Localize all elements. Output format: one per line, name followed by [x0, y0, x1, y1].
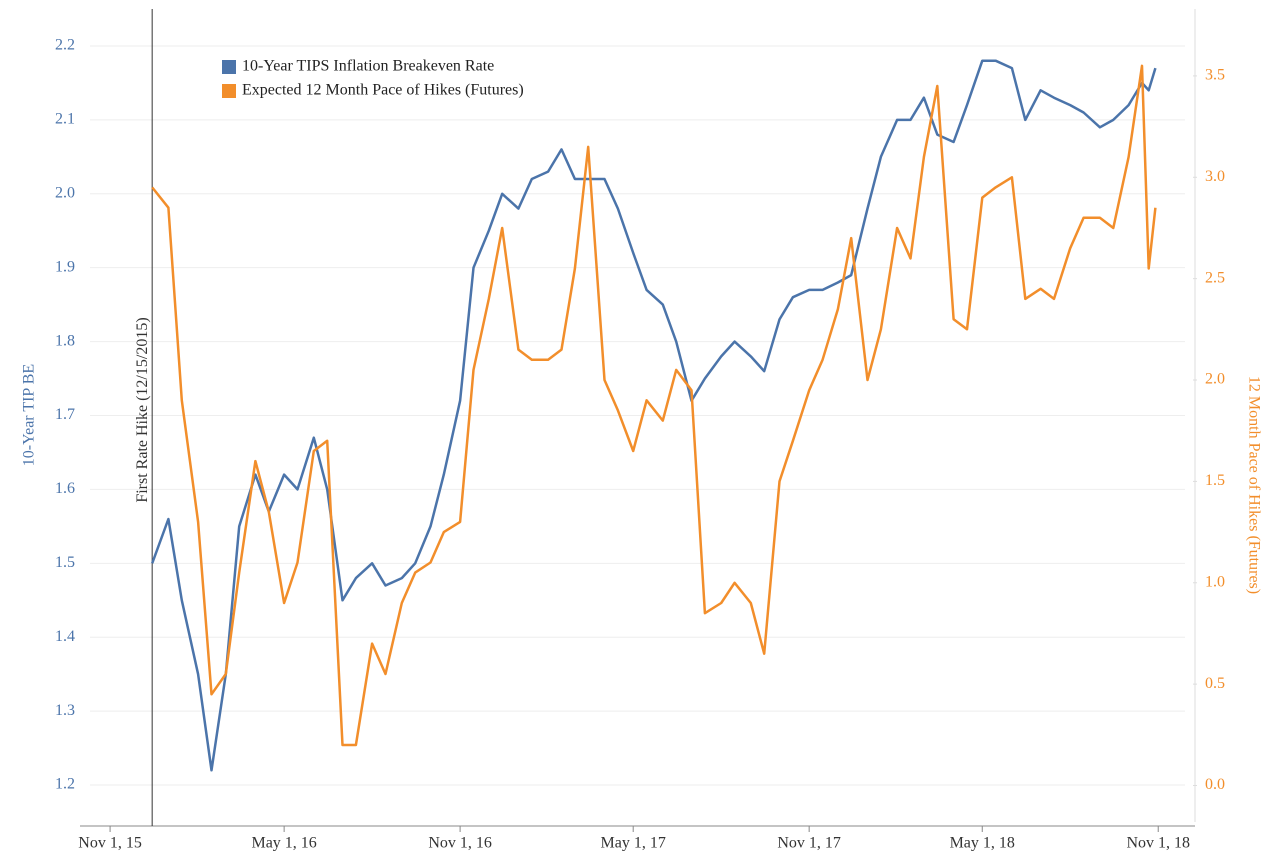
y2-tick-label: 3.0: [1205, 168, 1225, 185]
y-tick-label: 2.2: [55, 37, 75, 54]
y2-tick-label: 0.5: [1205, 675, 1225, 692]
y2-tick-label: 2.5: [1205, 269, 1225, 286]
y2-tick-label: 2.0: [1205, 371, 1225, 388]
legend-swatch: [222, 60, 236, 74]
legend-label: Expected 12 Month Pace of Hikes (Futures…: [242, 82, 524, 99]
x-tick-label: May 1, 16: [251, 835, 316, 852]
y-tick-label: 2.1: [55, 111, 75, 128]
y-tick-label: 1.7: [55, 406, 75, 423]
y2-tick-label: 1.5: [1205, 472, 1225, 489]
x-tick-label: Nov 1, 18: [1126, 835, 1190, 852]
y2-tick-label: 3.5: [1205, 67, 1225, 84]
x-tick-label: Nov 1, 16: [428, 835, 492, 852]
y-tick-label: 1.8: [55, 332, 75, 349]
series-line: [151, 64, 1157, 747]
legend-label: 10-Year TIPS Inflation Breakeven Rate: [242, 58, 494, 75]
y-tick-label: 1.5: [55, 554, 75, 571]
y2-tick-label: 0.0: [1205, 776, 1225, 793]
x-tick-label: Nov 1, 17: [777, 835, 841, 852]
annotation-text: First Rate Hike (12/15/2015): [134, 317, 151, 502]
x-tick-label: Nov 1, 15: [78, 835, 142, 852]
y-tick-label: 2.0: [55, 184, 75, 201]
y-tick-label: 1.2: [55, 776, 75, 793]
y-tick-label: 1.9: [55, 258, 75, 275]
y2-axis-title: 12 Month Pace of Hikes (Futures): [1245, 376, 1262, 594]
series-line: [151, 59, 1157, 772]
y-axis-title: 10-Year TIP BE: [21, 364, 38, 466]
y2-tick-label: 1.0: [1205, 573, 1225, 590]
x-tick-label: May 1, 18: [950, 835, 1015, 852]
y-tick-label: 1.6: [55, 480, 75, 497]
legend-swatch: [222, 84, 236, 98]
y-tick-label: 1.4: [55, 628, 75, 645]
x-tick-label: May 1, 17: [601, 835, 666, 852]
y-tick-label: 1.3: [55, 702, 75, 719]
